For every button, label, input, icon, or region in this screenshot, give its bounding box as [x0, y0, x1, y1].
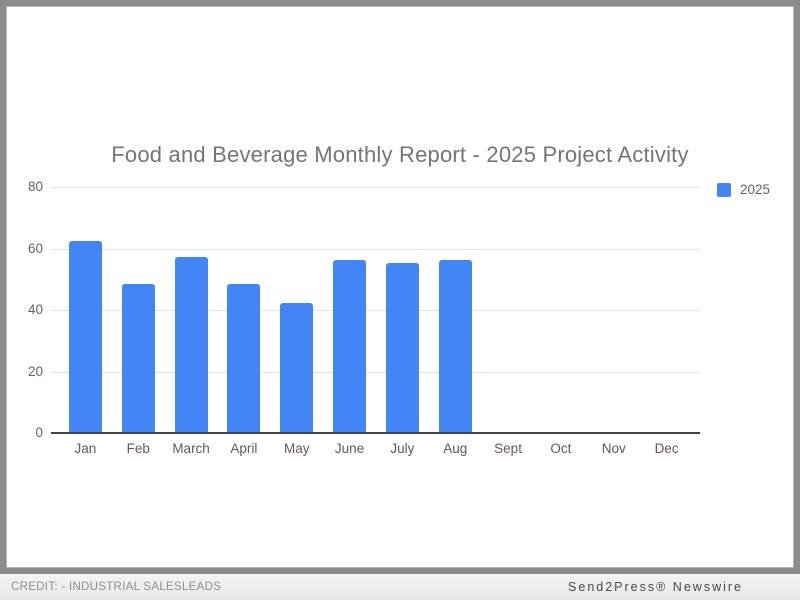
- x-axis-tick-may: May: [283, 441, 310, 456]
- y-axis-tick-80: 80: [27, 179, 43, 194]
- x-axis-tick-march: March: [172, 441, 210, 456]
- gridline-80: [51, 187, 700, 188]
- x-axis-tick-oct: Oct: [550, 441, 572, 456]
- bar-aug: [438, 259, 472, 432]
- credit-text: CREDIT: - INDUSTRIAL SALESLEADS: [11, 581, 222, 593]
- x-axis-tick-jan: Jan: [74, 441, 97, 456]
- gridline-60: [51, 248, 700, 250]
- legend: 2025: [717, 182, 770, 197]
- plot-area: 0 20 40 60 80 Jan Feb March April May June July Aug S…: [28, 179, 700, 456]
- bar-march: [174, 256, 208, 432]
- bar-jan: [68, 241, 102, 432]
- x-axis-tick-dec: Dec: [654, 441, 679, 456]
- legend-color-swatch: [717, 182, 731, 197]
- bar-april: [227, 284, 261, 432]
- x-axis-tick-sept: Sept: [494, 441, 522, 456]
- x-axis-tick-aug: Aug: [443, 441, 468, 456]
- legend-series-label: 2025: [740, 182, 771, 197]
- bar-july: [385, 262, 419, 432]
- gridline-20: [51, 371, 700, 373]
- x-axis-tick-nov: Nov: [601, 441, 626, 456]
- y-axis-tick-60: 60: [27, 240, 43, 256]
- x-axis-tick-june: June: [334, 441, 365, 456]
- x-axis-tick-feb: Feb: [126, 441, 150, 456]
- newswire-brand-text: Send2Press® Newswire: [568, 580, 743, 594]
- x-axis-tick-april: April: [230, 441, 258, 456]
- x-axis-tick-july: July: [390, 441, 415, 456]
- gridline-40: [51, 310, 700, 311]
- bar-may: [280, 302, 314, 432]
- bar-feb: [121, 284, 155, 432]
- y-axis-tick-0: 0: [35, 425, 43, 440]
- y-axis-tick-40: 40: [27, 302, 43, 317]
- bar-june: [333, 259, 367, 432]
- x-axis-baseline: [51, 432, 700, 434]
- chart-title: Food and Beverage Monthly Report - 2025 …: [111, 142, 689, 167]
- footer-bar: CREDIT: - INDUSTRIAL SALESLEADS Send2Pre…: [0, 574, 800, 600]
- y-axis-tick-20: 20: [27, 363, 43, 379]
